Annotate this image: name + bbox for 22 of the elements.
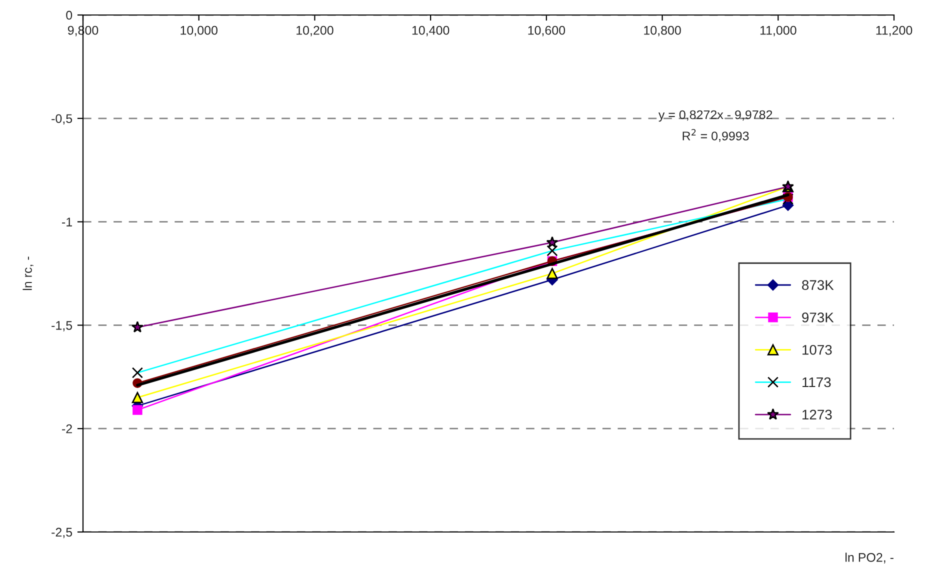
legend-label: 1173 <box>802 377 831 388</box>
x-axis-title: ln PO2, - <box>846 552 894 564</box>
annotation: y = 0,8272x - 9,9782 <box>658 110 772 122</box>
y-tick-label: -2,5 <box>52 528 72 538</box>
x-tick-label: 10,200 <box>296 26 334 36</box>
x-tick-label: 10,400 <box>412 26 450 36</box>
x-tick-label: 10,800 <box>644 26 681 36</box>
annotation: R$^{2}$ = 0,9993 <box>682 129 749 142</box>
x-tick-label: 10,000 <box>180 26 218 36</box>
legend-label: 1273 <box>802 410 832 420</box>
x-tick-label: 10,600 <box>528 26 566 36</box>
y-tick-label: -0,5 <box>52 114 72 125</box>
y-axis-title: ln rc, - <box>22 256 34 290</box>
x-tick-label: 11,200 <box>876 26 912 36</box>
legend-label: 873K <box>802 280 834 290</box>
legend-label: 1073 <box>802 344 832 355</box>
y-tick-label: 0 <box>66 10 72 20</box>
y-tick-label: -1 <box>62 218 72 226</box>
y-tick-label: -1,5 <box>52 321 72 332</box>
legend-label: 973K <box>802 312 834 322</box>
y-tick-label: -2 <box>62 424 72 434</box>
x-tick-label: 11,000 <box>760 26 796 36</box>
